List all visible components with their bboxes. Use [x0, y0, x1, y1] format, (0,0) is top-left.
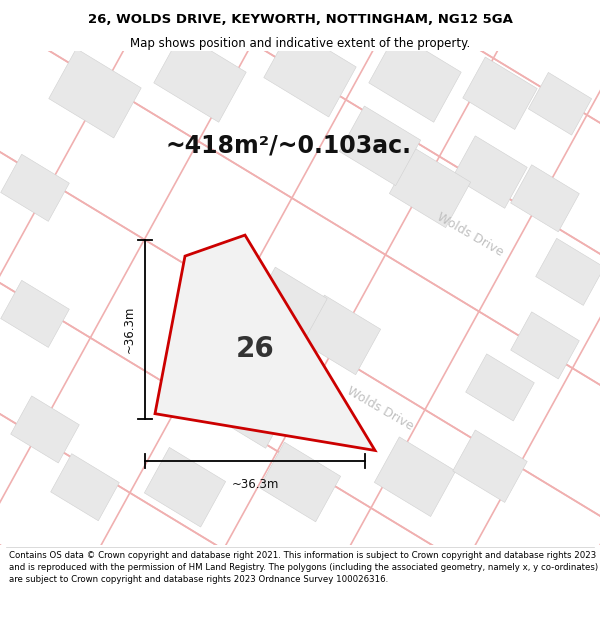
- Polygon shape: [154, 32, 246, 123]
- Polygon shape: [374, 437, 455, 516]
- Polygon shape: [389, 148, 470, 228]
- Text: ~418m²/~0.103ac.: ~418m²/~0.103ac.: [165, 134, 411, 158]
- Polygon shape: [299, 295, 380, 375]
- Polygon shape: [453, 136, 527, 208]
- Polygon shape: [1, 154, 70, 221]
- Polygon shape: [1, 281, 70, 348]
- Polygon shape: [511, 165, 580, 232]
- Polygon shape: [264, 28, 356, 117]
- Text: Wolds Drive: Wolds Drive: [344, 384, 416, 432]
- Polygon shape: [536, 238, 600, 306]
- Text: Contains OS data © Crown copyright and database right 2021. This information is : Contains OS data © Crown copyright and d…: [9, 551, 598, 584]
- Polygon shape: [340, 106, 421, 186]
- Polygon shape: [155, 235, 375, 451]
- Text: ~36.3m: ~36.3m: [232, 478, 278, 491]
- Text: ~36.3m: ~36.3m: [122, 306, 136, 353]
- Polygon shape: [50, 454, 119, 521]
- Polygon shape: [466, 354, 535, 421]
- Polygon shape: [529, 72, 592, 135]
- Polygon shape: [253, 267, 327, 339]
- Polygon shape: [259, 442, 341, 522]
- Polygon shape: [49, 49, 141, 138]
- Text: Wolds Drive: Wolds Drive: [434, 211, 506, 259]
- Polygon shape: [209, 369, 290, 448]
- Polygon shape: [369, 32, 461, 123]
- Polygon shape: [463, 57, 537, 129]
- Text: Map shows position and indicative extent of the property.: Map shows position and indicative extent…: [130, 37, 470, 50]
- Polygon shape: [145, 448, 226, 527]
- Text: 26: 26: [236, 336, 274, 363]
- Text: 26, WOLDS DRIVE, KEYWORTH, NOTTINGHAM, NG12 5GA: 26, WOLDS DRIVE, KEYWORTH, NOTTINGHAM, N…: [88, 12, 512, 26]
- Polygon shape: [453, 430, 527, 502]
- Polygon shape: [11, 396, 79, 463]
- Polygon shape: [511, 312, 580, 379]
